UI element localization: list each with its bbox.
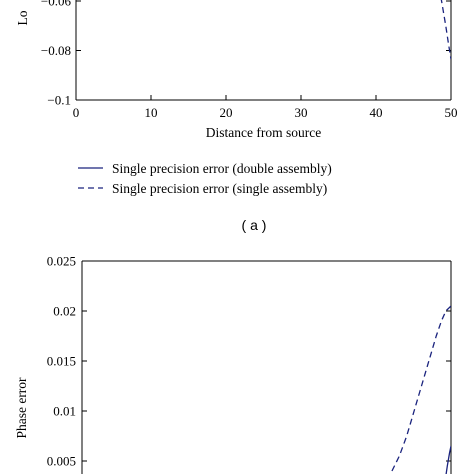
x-tick-label: 50 bbox=[445, 105, 458, 120]
x-tick-label: 40 bbox=[370, 105, 383, 120]
chart-panel-a: 0 10 20 30 40 50 −0.1 −0.08 −0.06 Distance from… bbox=[15, 0, 458, 140]
y-ticks: −0.1 −0.08 −0.06 bbox=[41, 0, 451, 108]
x-tick-label: 30 bbox=[295, 105, 308, 120]
chart-panel-b: 0.005 0.01 0.015 0.02 0.025 Phase error bbox=[14, 254, 452, 474]
series-group bbox=[440, 0, 451, 60]
y-axis-label: Lo bbox=[15, 10, 30, 25]
x-tick-label: 0 bbox=[73, 105, 80, 120]
legend-entry-single-assembly: Single precision error (single assembly) bbox=[112, 181, 327, 196]
y-axis-label: Phase error bbox=[14, 377, 29, 439]
panel-label-a: ( a ) bbox=[242, 217, 267, 233]
y-tick-label: −0.08 bbox=[41, 43, 71, 58]
y-tick-label: 0.02 bbox=[53, 304, 76, 319]
x-ticks: 0 10 20 30 40 50 bbox=[73, 95, 458, 120]
y-tick-label: 0.015 bbox=[47, 354, 76, 369]
y-tick-label: 0.025 bbox=[47, 254, 76, 269]
series-line-single-assembly bbox=[391, 305, 451, 472]
x-tick-label: 10 bbox=[145, 105, 158, 120]
series-line-single-assembly bbox=[440, 0, 451, 60]
y-tick-label: −0.1 bbox=[47, 93, 71, 108]
series-group bbox=[391, 305, 451, 474]
y-tick-label: −0.06 bbox=[41, 0, 72, 9]
x-axis-label: Distance from source bbox=[206, 125, 321, 140]
y-tick-label: 0.01 bbox=[53, 404, 76, 419]
x-tick-label: 20 bbox=[220, 105, 233, 120]
y-ticks: 0.005 0.01 0.015 0.02 0.025 bbox=[47, 254, 451, 469]
y-tick-label: 0.005 bbox=[47, 454, 76, 469]
series-line-double-assembly bbox=[445, 445, 451, 474]
legend: Single precision error (double assembly)… bbox=[78, 161, 332, 196]
legend-entry-double-assembly: Single precision error (double assembly) bbox=[112, 161, 332, 176]
